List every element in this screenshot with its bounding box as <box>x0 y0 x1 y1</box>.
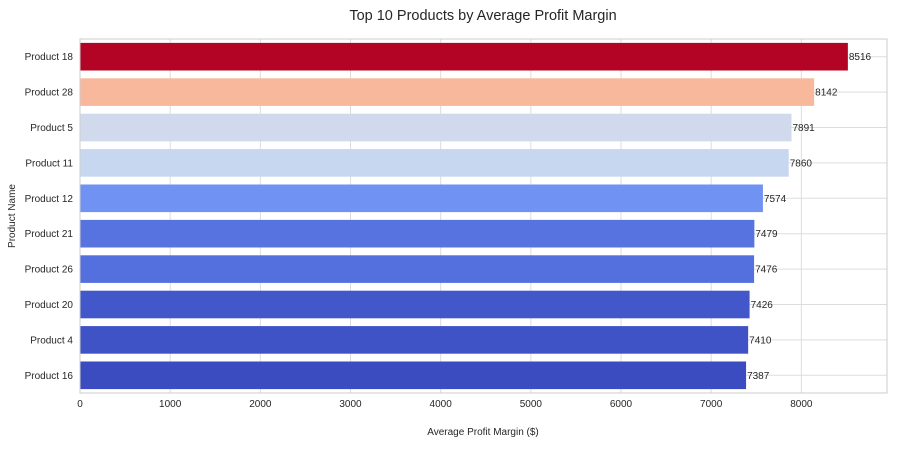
bar <box>80 326 749 354</box>
y-tick-label: Product 11 <box>25 158 73 169</box>
bar-value-label: 7476 <box>755 265 778 276</box>
bar <box>80 113 792 142</box>
x-tick-label: 8000 <box>790 399 813 410</box>
bar <box>80 149 789 177</box>
x-tick-label: 0 <box>77 399 83 410</box>
x-tick-label: 5000 <box>520 399 543 410</box>
value-labels: 8516 8142 7891 7860 7574 7479 7476 7426 7410 7387 <box>747 52 871 382</box>
x-axis-ticks: 0 1000 2000 3000 4000 5000 6000 7000 8000 <box>77 399 813 410</box>
bar-value-label: 8142 <box>815 88 838 99</box>
x-tick-label: 4000 <box>430 399 453 410</box>
bar-value-label: 8516 <box>849 52 872 63</box>
bar <box>80 42 848 71</box>
bar <box>80 219 755 248</box>
x-tick-label: 3000 <box>339 399 362 410</box>
y-tick-label: Product 4 <box>30 335 73 346</box>
bar-value-label: 7860 <box>790 158 813 169</box>
x-tick-label: 1000 <box>159 399 182 410</box>
y-tick-label: Product 5 <box>30 123 73 134</box>
chart-title: Top 10 Products by Average Profit Margin <box>349 8 616 24</box>
bar <box>80 78 815 106</box>
y-tick-label: Product 21 <box>25 229 74 240</box>
plot-frame <box>79 38 888 394</box>
y-tick-label: Product 28 <box>25 88 74 99</box>
bar-value-label: 7410 <box>749 335 772 346</box>
y-tick-label: Product 20 <box>25 300 74 311</box>
x-tick-label: 2000 <box>249 399 272 410</box>
bar <box>80 184 763 213</box>
bar <box>80 255 755 283</box>
y-tick-label: Product 26 <box>25 265 74 276</box>
bar-value-label: 7574 <box>764 194 787 205</box>
y-tick-label: Product 16 <box>25 371 74 382</box>
y-tick-label: Product 18 <box>25 52 74 63</box>
x-tick-label: 7000 <box>700 399 723 410</box>
x-axis-label: Average Profit Margin ($) <box>427 427 539 438</box>
bars <box>80 42 848 390</box>
y-axis-ticks: Product 18 Product 28 Product 5 Product 11 P… <box>25 52 74 382</box>
bar <box>80 361 747 390</box>
bar-value-label: 7387 <box>747 371 770 382</box>
bar-value-label: 7426 <box>751 300 774 311</box>
x-tick-label: 6000 <box>610 399 633 410</box>
bar-value-label: 7479 <box>755 229 778 240</box>
y-axis-label: Product Name <box>7 184 18 248</box>
bar <box>80 290 750 319</box>
bar-value-label: 7891 <box>793 123 816 134</box>
y-tick-label: Product 12 <box>25 194 74 205</box>
